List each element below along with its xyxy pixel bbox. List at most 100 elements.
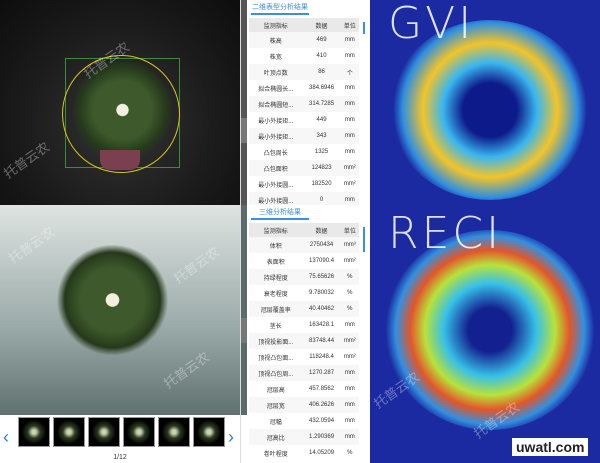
table-row[interactable]: 冠高比 1.290369 mm: [249, 429, 359, 445]
table-cell: 衰老程度: [263, 291, 288, 298]
table-row[interactable]: 卷叶程度 14.05209%: [249, 445, 359, 461]
chevron-right-icon[interactable]: ›: [228, 427, 234, 447]
thumbnail[interactable]: [193, 417, 225, 447]
column-header: 监测指标: [249, 18, 303, 32]
table-row[interactable]: 冠层高 457.8562 mm: [249, 381, 359, 397]
table-cell: 2750434: [302, 237, 341, 253]
table-cell: 432.0594: [309, 418, 335, 424]
table-cell: %: [340, 301, 359, 317]
table-cell: 凸包面积: [249, 160, 303, 176]
table-cell: 0: [302, 192, 341, 205]
table-cell: 冠幅: [269, 419, 282, 426]
table-row[interactable]: 凸包面积 124823 mm²: [249, 160, 359, 176]
column-header: 单位: [340, 223, 359, 237]
table-row[interactable]: 表面积 137090.4 mm²: [249, 253, 359, 269]
table-cell: mm: [344, 149, 355, 155]
table-row[interactable]: 拟合椭圆短... 314.7285 mm: [249, 96, 359, 112]
tab-3d-results[interactable]: 三维分析结果: [251, 207, 309, 220]
collapse-handle[interactable]: [241, 318, 247, 343]
false-color-index-image: GVI RECI 托普云农 托普云农 uwatl.com: [370, 0, 600, 463]
results-table-3d: 监测指标 数据 单位 体积 2750434 mm³ 表面积 137090.4 mm² 持绿程度 75…: [249, 223, 359, 461]
table-cell: mm²: [343, 258, 356, 264]
pot: [100, 150, 140, 170]
scrollbar[interactable]: [363, 22, 365, 34]
table-cell: 163428.1: [309, 322, 335, 328]
tab-2d-results[interactable]: 二维表型分析结果: [251, 2, 309, 15]
table-cell: 顶视凸包面...: [258, 355, 294, 362]
thumbnail[interactable]: [53, 417, 85, 447]
table-row[interactable]: 顶视凸包周... 1270.287 mm: [249, 365, 359, 381]
table-row[interactable]: 株宽 410 mm: [249, 48, 359, 64]
plant-2d-image: 托普云农 托普云农: [0, 0, 240, 205]
table-row[interactable]: 顶视投影面... 83748.44 mm²: [249, 333, 359, 349]
chevron-left-icon[interactable]: ‹: [3, 427, 9, 447]
table-cell: 118248.4: [309, 354, 334, 360]
table-cell: 1270.287: [302, 365, 341, 381]
table-row[interactable]: 最小外接矩... 343 mm: [249, 128, 359, 144]
watermark: 托普云农: [160, 349, 213, 392]
table-cell: mm³: [340, 237, 359, 253]
table-cell: mm²: [340, 333, 359, 349]
table-cell: 最小外接圆...: [258, 182, 294, 189]
results-table-2d: 监测指标 数据 单位 株高 469 mm 株宽 410 mm 叶顶点数 86 个拟合椭圆长... 384…: [249, 18, 359, 205]
table-cell: 叶顶点数: [249, 64, 303, 80]
table-cell: 75.65626: [302, 269, 341, 285]
table-row[interactable]: 叶顶点数 86 个: [249, 64, 359, 80]
thumbnail[interactable]: [18, 417, 50, 447]
table-cell: mm: [340, 192, 359, 205]
table-cell: 冠层高: [266, 387, 285, 394]
table-cell: 384.6946: [309, 85, 335, 91]
table-cell: mm²: [340, 160, 359, 176]
table-cell: %: [340, 269, 359, 285]
table-cell: 314.7285: [302, 96, 341, 112]
table-cell: 14.05209: [309, 450, 335, 456]
table-cell: 1.290369: [302, 429, 341, 445]
thumbnail[interactable]: [123, 417, 155, 447]
table-cell: 体积: [249, 237, 303, 253]
table-cell: 124823: [302, 160, 341, 176]
table-cell: mm: [340, 32, 359, 48]
table-cell: mm²: [343, 354, 356, 360]
table-cell: 457.8562: [309, 386, 335, 392]
table-cell: 凸包周长: [263, 150, 288, 157]
table-row[interactable]: 持绿程度 75.65626%: [249, 269, 359, 285]
table-cell: mm: [340, 365, 359, 381]
table-cell: 茎长: [269, 323, 282, 330]
table-row[interactable]: 冠层覆盖率 40.40462%: [249, 301, 359, 317]
table-row[interactable]: 拟合椭圆长... 384.6946 mm: [249, 80, 359, 96]
table-row[interactable]: 最小外接矩... 449 mm: [249, 112, 359, 128]
table-cell: 卷叶程度: [263, 451, 288, 458]
index-label-gvi: GVI: [388, 0, 475, 49]
column-header: 单位: [340, 18, 359, 32]
table-cell: 冠高比: [249, 429, 303, 445]
table-row[interactable]: 冠幅 432.0594 mm: [249, 413, 359, 429]
table-row[interactable]: 最小外接圆... 0 mm: [249, 192, 359, 205]
table-cell: 顶视投影面...: [249, 333, 303, 349]
table-row[interactable]: 冠层宽 406.2626 mm: [249, 397, 359, 413]
panel-3d-results: 三维分析结果 监测指标 数据 单位 体积 2750434 mm³ 表面积 137090.4 mm…: [240, 205, 370, 463]
index-label-reci: RECI: [388, 208, 503, 259]
table-cell: mm²: [343, 181, 356, 187]
table-row[interactable]: 体积 2750434 mm³: [249, 237, 359, 253]
thumbnail[interactable]: [158, 417, 190, 447]
table-cell: 最小外接矩...: [258, 118, 294, 125]
plant: [70, 60, 175, 160]
watermark: 托普云农: [5, 224, 58, 267]
table-cell: 株宽: [269, 54, 282, 61]
table-row[interactable]: 茎长 163428.1 mm: [249, 317, 359, 333]
collapse-handle[interactable]: [241, 118, 247, 143]
table-cell: mm: [344, 85, 355, 91]
table-cell: 83748.44: [302, 333, 341, 349]
scrollbar[interactable]: [363, 227, 365, 252]
table-cell: 拟合椭圆长...: [258, 86, 294, 93]
table-row[interactable]: 顶视凸包面... 118248.4 mm²: [249, 349, 359, 365]
thumbnail[interactable]: [88, 417, 120, 447]
table-row[interactable]: 最小外接圆... 182520 mm²: [249, 176, 359, 192]
plant-3d-view[interactable]: 托普云农 托普云农 托普云农: [0, 205, 240, 415]
table-row[interactable]: 衰老程度 9.780032%: [249, 285, 359, 301]
table-row[interactable]: 凸包周长 1325 mm: [249, 144, 359, 160]
table-row[interactable]: 株高 469 mm: [249, 32, 359, 48]
table-cell: 顶视凸包周...: [249, 365, 303, 381]
table-cell: 343: [302, 128, 341, 144]
point-cloud: [55, 245, 170, 355]
